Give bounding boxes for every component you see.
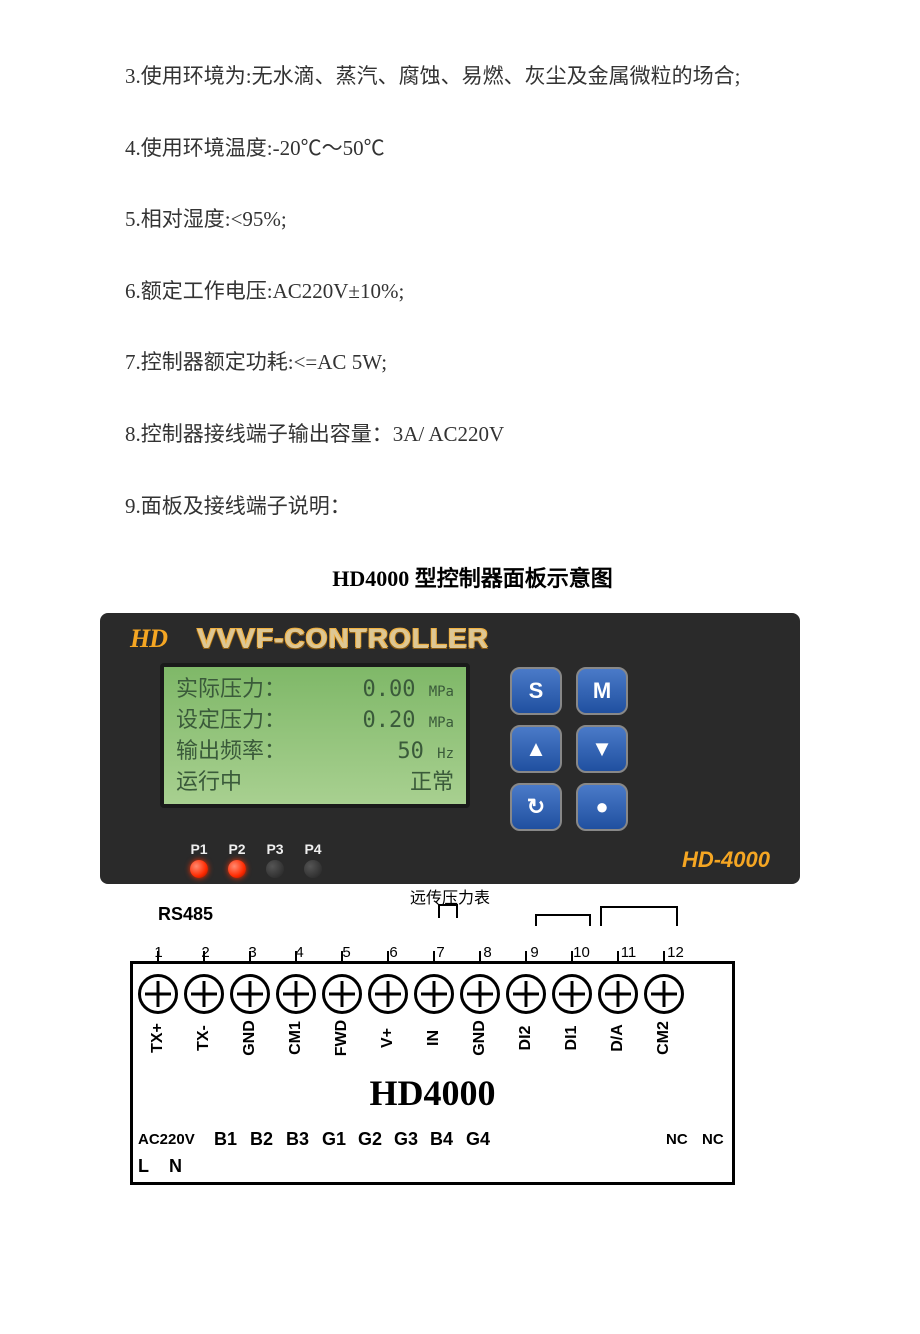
product-line-label: VVVF-CONTROLLER: [197, 623, 489, 655]
wiring-diagram: RS485 远传压力表 1 2 3 4 5 6 7 8 9 10 11 12: [100, 884, 800, 1185]
signal-label: TX+: [149, 1018, 167, 1058]
screw-terminal-icon: [368, 974, 408, 1014]
spec-item-5: 5.相对湿度:<95%;: [125, 203, 820, 237]
bottom-terminal-label: L: [138, 1156, 163, 1177]
bottom-terminal-label: G2: [358, 1129, 388, 1150]
lcd-value: 正常: [410, 768, 454, 799]
screw-terminal-icon: [552, 974, 592, 1014]
key-s[interactable]: S: [510, 667, 562, 715]
signal-label-row: TX+ TX- GND CM1 FWD V+ IN GND DI2 DI1 D/…: [133, 1014, 732, 1057]
lcd-unit: MPa: [429, 684, 454, 700]
brand-logo: HD: [130, 624, 167, 654]
bottom-terminal-label: G4: [466, 1129, 496, 1150]
led-indicator-on: [190, 860, 208, 878]
signal-label: D/A: [609, 1018, 627, 1058]
spec-item-3: 3.使用环境为:无水滴、蒸汽、腐蚀、易燃、灰尘及金属微粒的场合;: [125, 60, 820, 94]
led-indicator-off: [304, 860, 322, 878]
lcd-value: 0.00: [362, 677, 415, 702]
signal-label: CM1: [287, 1018, 305, 1058]
lcd-line-2: 设定压力： 0.20 MPa: [176, 706, 454, 737]
screw-terminal-row: [133, 974, 732, 1014]
screw-terminal-icon: [276, 974, 316, 1014]
signal-label: GND: [241, 1018, 259, 1058]
led-p3: P3: [266, 841, 284, 878]
bottom-terminal-label: G1: [322, 1129, 352, 1150]
lcd-unit: MPa: [429, 715, 454, 731]
jumper-icon: [600, 906, 678, 926]
key-cycle[interactable]: ↻: [510, 783, 562, 831]
lcd-unit: Hz: [437, 746, 454, 762]
ac220v-label: AC220V: [138, 1131, 208, 1148]
lcd-line-3: 输出频率： 50 Hz: [176, 737, 454, 768]
lcd-label: 设定压力：: [176, 706, 286, 737]
led-p1: P1: [190, 841, 208, 878]
bottom-terminal-label: B3: [286, 1129, 316, 1150]
chip-label: HD4000: [133, 1072, 732, 1114]
key-enter[interactable]: ●: [576, 783, 628, 831]
signal-label: IN: [425, 1018, 443, 1058]
lcd-line-1: 实际压力： 0.00 MPa: [176, 675, 454, 706]
screw-terminal-icon: [138, 974, 178, 1014]
spec-item-7: 7.控制器额定功耗:<=AC 5W;: [125, 346, 820, 380]
led-indicator-on: [228, 860, 246, 878]
led-p4: P4: [304, 841, 322, 878]
bottom-terminal-label: B4: [430, 1129, 460, 1150]
lcd-value: 0.20: [362, 708, 415, 733]
nc-label: NC: [702, 1131, 732, 1148]
lcd-screen: 实际压力： 0.00 MPa 设定压力： 0.20 MPa 输出频率： 50 H…: [160, 663, 470, 808]
jumper-icon: [438, 904, 458, 918]
controller-panel: HD VVVF-CONTROLLER 实际压力： 0.00 MPa 设定压力： …: [100, 613, 800, 884]
figure-title: HD4000 型控制器面板示意图: [125, 561, 820, 593]
wiring-box: TX+ TX- GND CM1 FWD V+ IN GND DI2 DI1 D/…: [130, 961, 735, 1185]
screw-terminal-icon: [460, 974, 500, 1014]
wire-stub-icon: [100, 951, 800, 963]
rs485-label: RS485: [158, 904, 213, 925]
spec-item-8: 8.控制器接线端子输出容量：3A/ AC220V: [125, 418, 820, 452]
key-up[interactable]: ▲: [510, 725, 562, 773]
led-row: P1 P2 P3 P4: [190, 841, 322, 878]
lcd-label: 实际压力：: [176, 675, 286, 706]
key-down[interactable]: ▼: [576, 725, 628, 773]
signal-label: CM2: [655, 1018, 673, 1058]
lcd-label: 运行中: [176, 768, 242, 799]
spec-item-9: 9.面板及接线端子说明：: [125, 490, 820, 524]
screw-terminal-icon: [598, 974, 638, 1014]
screw-terminal-icon: [506, 974, 546, 1014]
jumper-icon: [535, 914, 591, 926]
lcd-value: 50: [397, 739, 424, 764]
keypad: S M ▲ ▼ ↻ ●: [510, 667, 628, 831]
screw-terminal-icon: [322, 974, 362, 1014]
bottom-terminal-row: AC220V B1 B2 B3 G1 G2 G3 B4 G4 NC NC: [133, 1129, 732, 1150]
signal-label: TX-: [195, 1018, 213, 1058]
signal-label: FWD: [333, 1018, 351, 1058]
led-p2: P2: [228, 841, 246, 878]
screw-terminal-icon: [414, 974, 454, 1014]
signal-label: DI1: [563, 1018, 581, 1058]
lcd-label: 输出频率：: [176, 737, 286, 768]
signal-label: V+: [379, 1018, 397, 1058]
spec-item-6: 6.额定工作电压:AC220V±10%;: [125, 275, 820, 309]
bottom-terminal-label: B2: [250, 1129, 280, 1150]
model-label: HD-4000: [682, 847, 770, 873]
screw-terminal-icon: [644, 974, 684, 1014]
screw-terminal-icon: [230, 974, 270, 1014]
bottom-terminal-label: B1: [214, 1129, 244, 1150]
bottom-terminal-label: N: [169, 1156, 204, 1177]
key-m[interactable]: M: [576, 667, 628, 715]
nc-label: NC: [666, 1131, 696, 1148]
screw-terminal-icon: [184, 974, 224, 1014]
lcd-line-4: 运行中 正常: [176, 768, 454, 799]
led-indicator-off: [266, 860, 284, 878]
signal-label: GND: [471, 1018, 489, 1058]
spec-item-4: 4.使用环境温度:-20℃～50℃: [125, 132, 820, 166]
signal-label: DI2: [517, 1018, 535, 1058]
bottom-terminal-label: G3: [394, 1129, 424, 1150]
